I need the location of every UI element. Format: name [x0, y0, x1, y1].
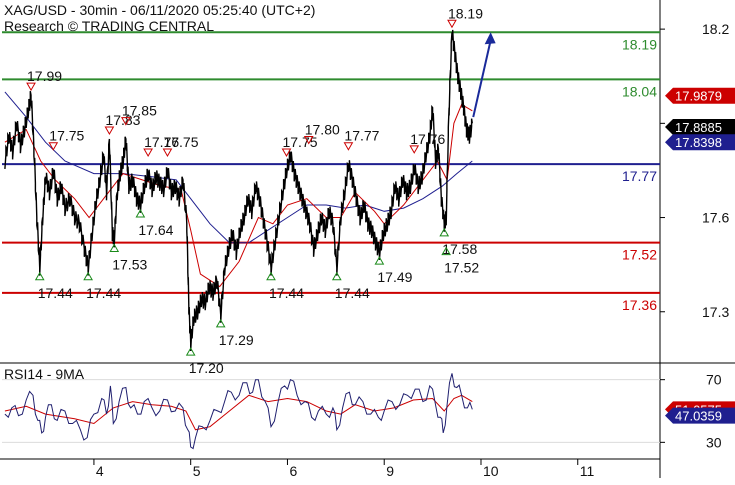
swing-high-label: 17.85 [122, 103, 157, 119]
ma-slow-line [4, 91, 473, 244]
swing-high-marker [343, 142, 354, 151]
time-axis-label: 5 [193, 463, 201, 479]
level-label-resistance: 18.04 [622, 83, 657, 99]
swing-low-marker [34, 271, 45, 281]
swing-low-marker [215, 318, 226, 328]
price-tag-ma_fast-bg [665, 87, 735, 104]
swing-low-label: 17.44 [86, 285, 121, 301]
rsi-axis-label: 70 [706, 372, 722, 388]
price-tag-ma_fast: 17.9879 [675, 89, 722, 104]
swing-low-marker [441, 246, 452, 256]
swing-low-marker [109, 243, 120, 253]
swing-low-label: 17.58 [442, 241, 477, 257]
swing-low-marker [266, 271, 276, 281]
swing-high-marker [409, 145, 420, 154]
swing-low-marker [331, 271, 342, 281]
price-axis-label: 17.6 [702, 210, 729, 226]
level-label-pivot: 17.77 [622, 168, 657, 184]
level-label-support: 17.52 [622, 247, 657, 263]
level-label-support: 17.36 [622, 297, 657, 313]
swing-low-marker [83, 271, 93, 281]
swing-high-label: 17.80 [305, 121, 340, 137]
swing-low-label: 17.29 [219, 332, 254, 348]
swing-low-label: 17.20 [189, 360, 224, 376]
forecast-arrow-head [484, 32, 496, 45]
swing-low-label: 17.52 [444, 260, 479, 276]
swing-high-label: 17.75 [282, 134, 317, 150]
price-tag-price-bg [665, 118, 735, 135]
price-tag-ma_slow: 17.8398 [675, 135, 722, 150]
price-tag-ma_slow-bg [665, 134, 735, 151]
rsi-axis-label: 30 [706, 434, 722, 450]
swing-high-marker [104, 126, 115, 136]
swing-high-label: 17.75 [49, 128, 84, 144]
swing-low-marker [185, 347, 196, 356]
time-axis-label: 6 [289, 463, 297, 479]
rsi-tag-ma_slow: 47.0359 [675, 409, 722, 424]
swing-high-label: 17.76 [410, 131, 445, 147]
swing-high-marker [303, 135, 314, 145]
price-axis-label: 18.2 [702, 21, 729, 37]
price-tag-price: 17.8885 [675, 120, 722, 135]
time-axis-label: 10 [483, 463, 499, 479]
swing-low-marker [439, 227, 450, 237]
swing-high-label: 17.99 [27, 68, 62, 84]
swing-low-marker [374, 256, 385, 265]
price-line [4, 29, 473, 352]
swing-low-marker [135, 208, 146, 218]
swing-high-marker [143, 148, 153, 158]
price-axis-label: 17.3 [702, 304, 729, 320]
swing-low-label: 17.44 [269, 285, 304, 301]
swing-low-label: 17.53 [112, 257, 147, 273]
swing-low-label: 17.49 [377, 269, 412, 285]
rsi-tag-ma_slow-bg [665, 407, 735, 424]
swing-high-label: 17.77 [344, 128, 379, 144]
level-label-resistance: 18.19 [622, 36, 657, 52]
time-axis-label: 9 [386, 463, 394, 479]
chart-title: XAG/USD - 30min - 06/11/2020 05:25:40 (U… [4, 2, 316, 18]
swing-low-label: 17.64 [138, 222, 173, 238]
time-axis-label: 11 [580, 463, 595, 479]
swing-low-label: 17.44 [38, 285, 73, 301]
rsi-line [4, 373, 473, 450]
rsi-title: RSI14 - 9MA [4, 366, 85, 382]
swing-low-label: 17.44 [335, 285, 370, 301]
time-axis-label: 4 [96, 463, 104, 479]
forecast-arrow-line [472, 40, 492, 118]
swing-high-marker [447, 19, 457, 29]
swing-high-label: 17.75 [163, 134, 198, 150]
swing-high-marker [120, 117, 131, 126]
swing-high-marker [26, 82, 36, 92]
swing-high-marker [281, 148, 292, 158]
swing-high-label: 17.76 [144, 134, 179, 150]
swing-high-label: 18.19 [448, 5, 483, 21]
swing-high-marker [48, 142, 59, 151]
chart-subtitle: Research © TRADING CENTRAL [4, 18, 214, 34]
rsi-ma-line [4, 394, 473, 431]
swing-high-marker [162, 148, 173, 158]
